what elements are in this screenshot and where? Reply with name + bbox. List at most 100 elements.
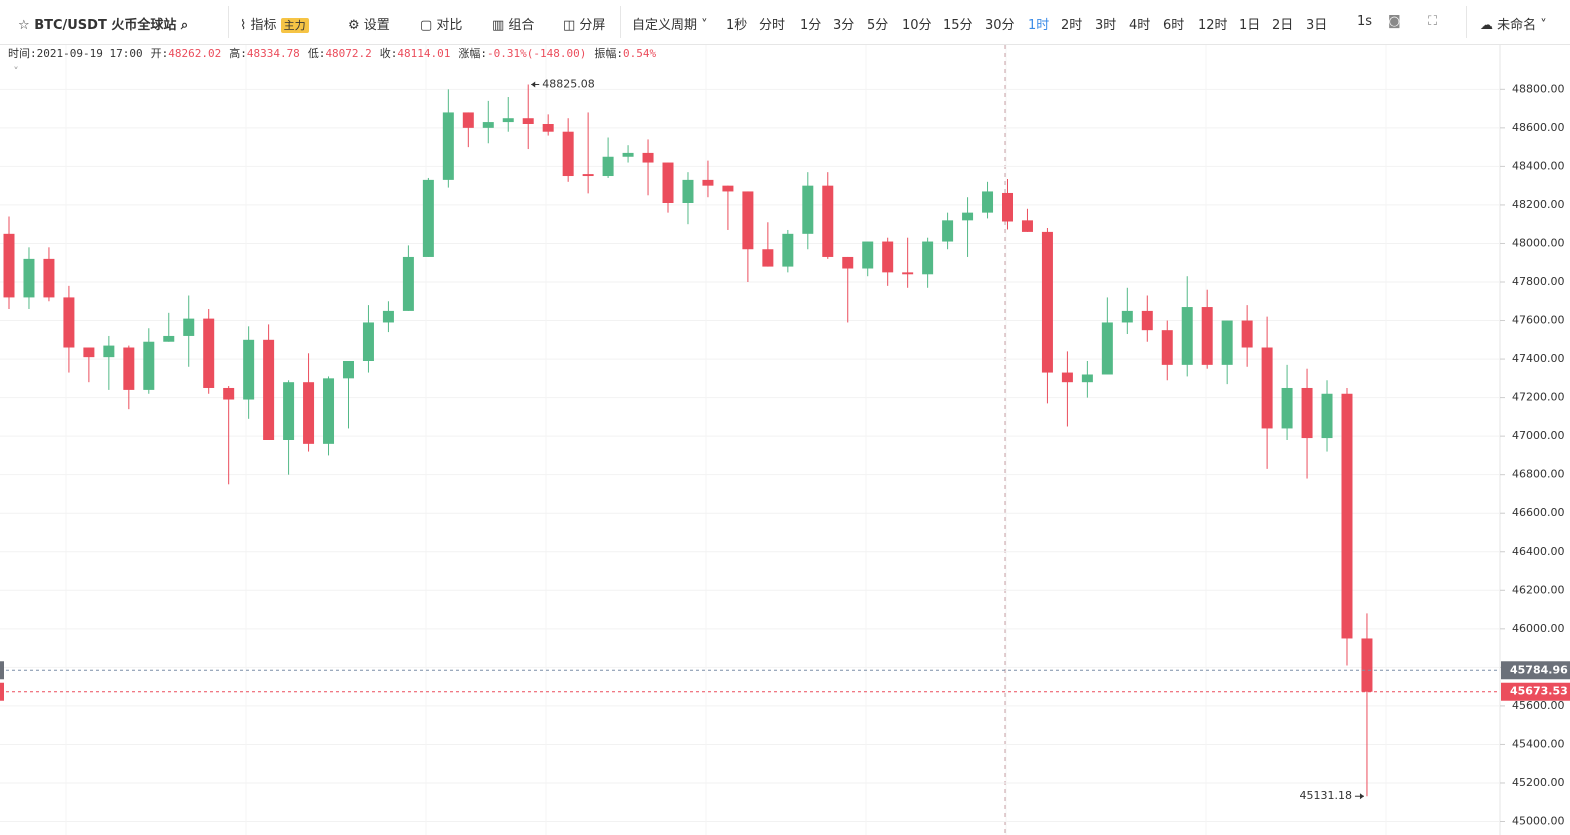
y-tick-label: 47800.00 bbox=[1512, 275, 1565, 288]
y-tick-label: 48000.00 bbox=[1512, 236, 1565, 249]
price-tag-left bbox=[0, 661, 4, 680]
candle-body bbox=[1181, 307, 1193, 365]
candle-body bbox=[582, 174, 594, 177]
info-item: 涨幅: bbox=[458, 47, 487, 60]
candle-body bbox=[402, 256, 414, 311]
period-button[interactable]: 1日 bbox=[1239, 18, 1261, 33]
period-button[interactable]: 1秒 bbox=[726, 18, 748, 33]
candle-body bbox=[1081, 374, 1093, 383]
combine-button[interactable]: ▥ 组合 bbox=[492, 18, 535, 33]
period-button[interactable]: 2时 bbox=[1061, 18, 1083, 33]
info-item: 开: bbox=[151, 47, 169, 60]
candle-body bbox=[303, 382, 315, 444]
candle-body bbox=[742, 191, 754, 250]
y-tick-label: 48200.00 bbox=[1512, 198, 1565, 211]
candle-body bbox=[982, 191, 994, 213]
separator bbox=[620, 6, 621, 38]
candle-body bbox=[922, 241, 934, 275]
candle-body bbox=[862, 241, 874, 269]
y-tick-label: 45600.00 bbox=[1512, 699, 1565, 712]
candle-body bbox=[642, 152, 654, 163]
candle-body bbox=[1201, 307, 1213, 365]
candle-body bbox=[1281, 387, 1293, 429]
y-tick-label: 46400.00 bbox=[1512, 545, 1565, 558]
separator bbox=[228, 6, 229, 38]
period-button[interactable]: 5分 bbox=[867, 18, 889, 33]
settings-button[interactable]: ⚙ 设置 bbox=[348, 18, 390, 33]
candle-body bbox=[1341, 393, 1353, 639]
symbol[interactable]: ☆ BTC/USDT 火币全球站 ⌕ bbox=[18, 18, 189, 33]
period-button[interactable]: 3分 bbox=[833, 18, 855, 33]
candle-body bbox=[462, 112, 474, 128]
period-button[interactable]: 15分 bbox=[943, 18, 973, 33]
candle-body bbox=[43, 258, 55, 298]
candle-body bbox=[422, 179, 434, 257]
period-button[interactable]: 3时 bbox=[1095, 18, 1117, 33]
period-button[interactable]: 1分 bbox=[800, 18, 822, 33]
candle-body bbox=[962, 212, 974, 221]
settings-text: 设置 bbox=[363, 18, 390, 33]
period-button[interactable]: 1时 bbox=[1028, 18, 1050, 33]
candle-body bbox=[1061, 372, 1073, 383]
candle-body bbox=[223, 387, 235, 400]
info-bar: 时间:2021-09-19 17:00 开:48262.02 高:48334.78 低… bbox=[8, 46, 656, 60]
candle-body bbox=[263, 339, 275, 440]
info-item: 48114.01 bbox=[397, 47, 450, 60]
info-item: 48072.2 bbox=[325, 47, 371, 60]
y-tick-label: 46800.00 bbox=[1512, 468, 1565, 481]
candle-body bbox=[1161, 330, 1173, 365]
period-button[interactable]: 10分 bbox=[902, 18, 932, 33]
info-item: 2021-09-19 17:00 bbox=[37, 47, 143, 60]
y-tick-label: 48800.00 bbox=[1512, 82, 1565, 95]
camera-icon[interactable]: ◙ bbox=[1388, 14, 1401, 29]
arrow-head bbox=[1359, 793, 1364, 800]
candle-body bbox=[1221, 320, 1233, 365]
y-tick-label: 48600.00 bbox=[1512, 121, 1565, 134]
indicator-text: 指标 bbox=[250, 18, 277, 33]
y-tick-label: 45000.00 bbox=[1512, 815, 1565, 828]
y-tick-label: 45400.00 bbox=[1512, 737, 1565, 750]
candle-body bbox=[622, 152, 634, 157]
candle-body bbox=[1321, 393, 1333, 439]
layout-button[interactable]: ☁ 未命名 ˅ bbox=[1480, 18, 1547, 33]
candle-body bbox=[1041, 231, 1053, 373]
candle-body bbox=[802, 185, 814, 234]
candle-body bbox=[323, 378, 335, 444]
candle-body bbox=[702, 179, 714, 186]
period-button[interactable]: 分时 bbox=[759, 18, 786, 33]
refresh-button[interactable]: 1s bbox=[1357, 14, 1373, 29]
info-item: 收: bbox=[380, 46, 398, 60]
indicator-button[interactable]: ⌇ 指标 主力 bbox=[240, 14, 309, 33]
compare-text: 对比 bbox=[436, 18, 463, 33]
price-tag bbox=[1501, 661, 1570, 680]
candle-body bbox=[23, 258, 35, 298]
candle-body bbox=[822, 185, 834, 257]
split-button[interactable]: ◫ 分屏 bbox=[563, 18, 606, 33]
period-button[interactable]: 30分 bbox=[985, 18, 1015, 33]
candle-body bbox=[1261, 347, 1273, 429]
split-text: 分屏 bbox=[579, 18, 606, 33]
arrow-head bbox=[531, 81, 536, 88]
candle-body bbox=[83, 347, 95, 358]
compare-button[interactable]: ▢ 对比 bbox=[420, 18, 463, 33]
price-tag bbox=[1501, 682, 1570, 701]
period-button[interactable]: 2日 bbox=[1272, 18, 1294, 33]
info-item: 时间: bbox=[8, 47, 37, 60]
info-item: 高: bbox=[229, 46, 247, 60]
layout-text: 未命名 bbox=[1497, 18, 1537, 33]
candle-body bbox=[143, 341, 155, 390]
candle-body bbox=[243, 339, 255, 400]
fullscreen-icon[interactable]: ⛶ bbox=[1428, 14, 1438, 29]
period-button[interactable]: 4时 bbox=[1129, 18, 1151, 33]
custom-period-text: 自定义周期 bbox=[632, 18, 698, 33]
candle-body bbox=[782, 233, 794, 267]
min-label: 45131.18 bbox=[1299, 789, 1352, 802]
candle-body bbox=[203, 318, 215, 388]
period-button[interactable]: 12时 bbox=[1198, 18, 1228, 33]
candle-body bbox=[1002, 192, 1013, 222]
custom-period[interactable]: 自定义周期 ˅ bbox=[632, 18, 708, 33]
y-tick-label: 46600.00 bbox=[1512, 506, 1565, 519]
period-button[interactable]: 3日 bbox=[1306, 18, 1328, 33]
period-button[interactable]: 6时 bbox=[1163, 18, 1185, 33]
